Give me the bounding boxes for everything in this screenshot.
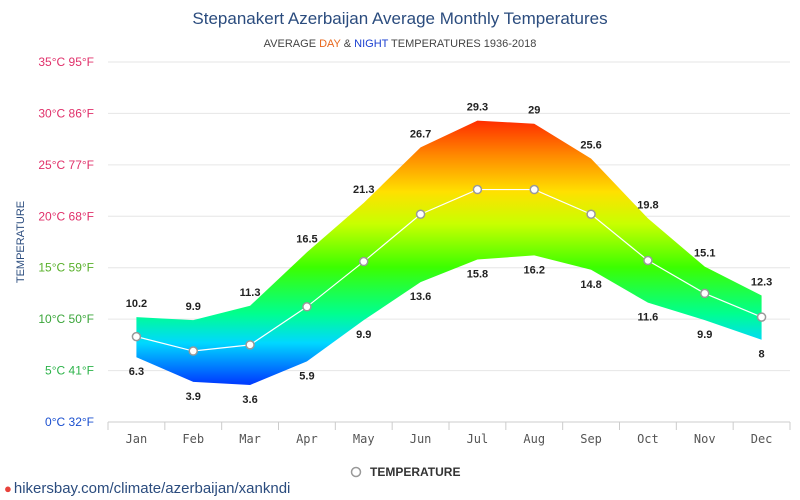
average-point [302,302,312,312]
x-tick-label: Apr [296,432,318,446]
x-tick-label: Oct [637,432,659,446]
day-night-area [136,120,762,385]
x-tick-label: Jun [410,432,432,446]
night-value-label: 16.2 [524,264,545,276]
y-tick-label: 30°C 86°F [38,106,94,120]
night-value-label: 9.9 [697,329,712,341]
day-value-label: 29.3 [467,102,488,114]
y-tick-label: 5°C 41°F [45,364,94,378]
x-tick-label: Nov [694,432,716,446]
average-point [472,184,483,195]
chart-subtitle: AVERAGE DAY & NIGHT TEMPERATURES 1936-20… [264,38,537,50]
night-value-label: 3.9 [186,391,201,403]
y-axis-label: TEMPERATURE [15,201,27,283]
legend-label: TEMPERATURE [370,465,460,479]
average-line [136,188,762,352]
y-tick-label: 15°C 59°F [38,261,94,275]
legend-marker-icon [350,466,362,478]
y-tick-label: 10°C 50°F [38,312,94,326]
average-point [245,340,255,350]
night-value-label: 9.9 [356,329,371,341]
data-labels: 10.2 6.3 9.9 3.9 11.3 3.6 16.5 5.9 21.3 9.9 26.7 13… [126,102,773,406]
day-value-label: 11.3 [240,287,261,299]
x-tick-labels: Jan Feb Mar Apr May Jun Jul Aug Sep Oct Nov Dec [126,432,773,446]
day-value-label: 29 [528,105,540,117]
y-tick-labels: 0°C 32°F 5°C 41°F 10°C 50°F 15°C 59°F 20°C 6… [38,55,94,429]
source-link[interactable]: ● hikersbay.com/climate/azerbaijan/xanknd… [4,480,290,497]
night-value-label: 11.6 [638,312,659,324]
x-tick-label: May [353,432,375,446]
night-value-label: 5.9 [299,370,314,382]
average-point [131,331,142,342]
y-tick-label: 0°C 32°F [45,415,94,429]
average-point [700,288,710,299]
x-tick-label: Mar [239,432,261,446]
average-point [415,209,426,219]
day-value-label: 12.3 [751,276,772,288]
subtitle-day: DAY [319,38,341,50]
source-text: hikersbay.com/climate/azerbaijan/xankndi [13,480,291,497]
legend[interactable]: TEMPERATURE [350,465,461,479]
day-value-label: 19.8 [637,199,658,211]
average-point [359,256,369,267]
average-point [586,209,596,219]
x-tick-label: Jan [126,432,148,446]
y-tick-label: 20°C 68°F [38,209,94,223]
y-tick-label: 25°C 77°F [38,158,94,172]
day-value-label: 15.1 [694,248,715,260]
day-value-label: 26.7 [410,128,431,140]
average-point [643,255,653,266]
x-tick-label: Feb [182,432,204,446]
day-value-label: 25.6 [580,140,601,152]
average-point [756,312,767,322]
night-value-label: 3.6 [242,394,257,406]
night-value-label: 15.8 [467,268,488,280]
x-tick-dividers [107,422,791,430]
x-tick-label: Sep [580,432,602,446]
y-tick-label: 35°C 95°F [38,55,94,69]
night-value-label: 14.8 [580,279,601,291]
temperature-band [136,120,762,385]
x-tick-label: Aug [523,432,545,446]
night-value-label: 6.3 [129,366,144,378]
average-point [529,184,539,195]
x-tick-label: Jul [467,432,489,446]
average-temperature-line [131,184,767,356]
day-value-label: 21.3 [353,184,374,196]
x-tick-label: Dec [751,432,773,446]
night-value-label: 13.6 [410,291,431,303]
day-value-label: 10.2 [126,298,147,310]
day-value-label: 16.5 [296,233,317,245]
day-value-label: 9.9 [186,301,201,313]
chart-title: Stepanakert Azerbaijan Average Monthly T… [192,9,607,28]
subtitle-night: NIGHT [354,38,389,50]
map-pin-icon: ● [4,481,12,496]
average-point [188,346,198,356]
night-value-label: 8 [759,349,765,361]
